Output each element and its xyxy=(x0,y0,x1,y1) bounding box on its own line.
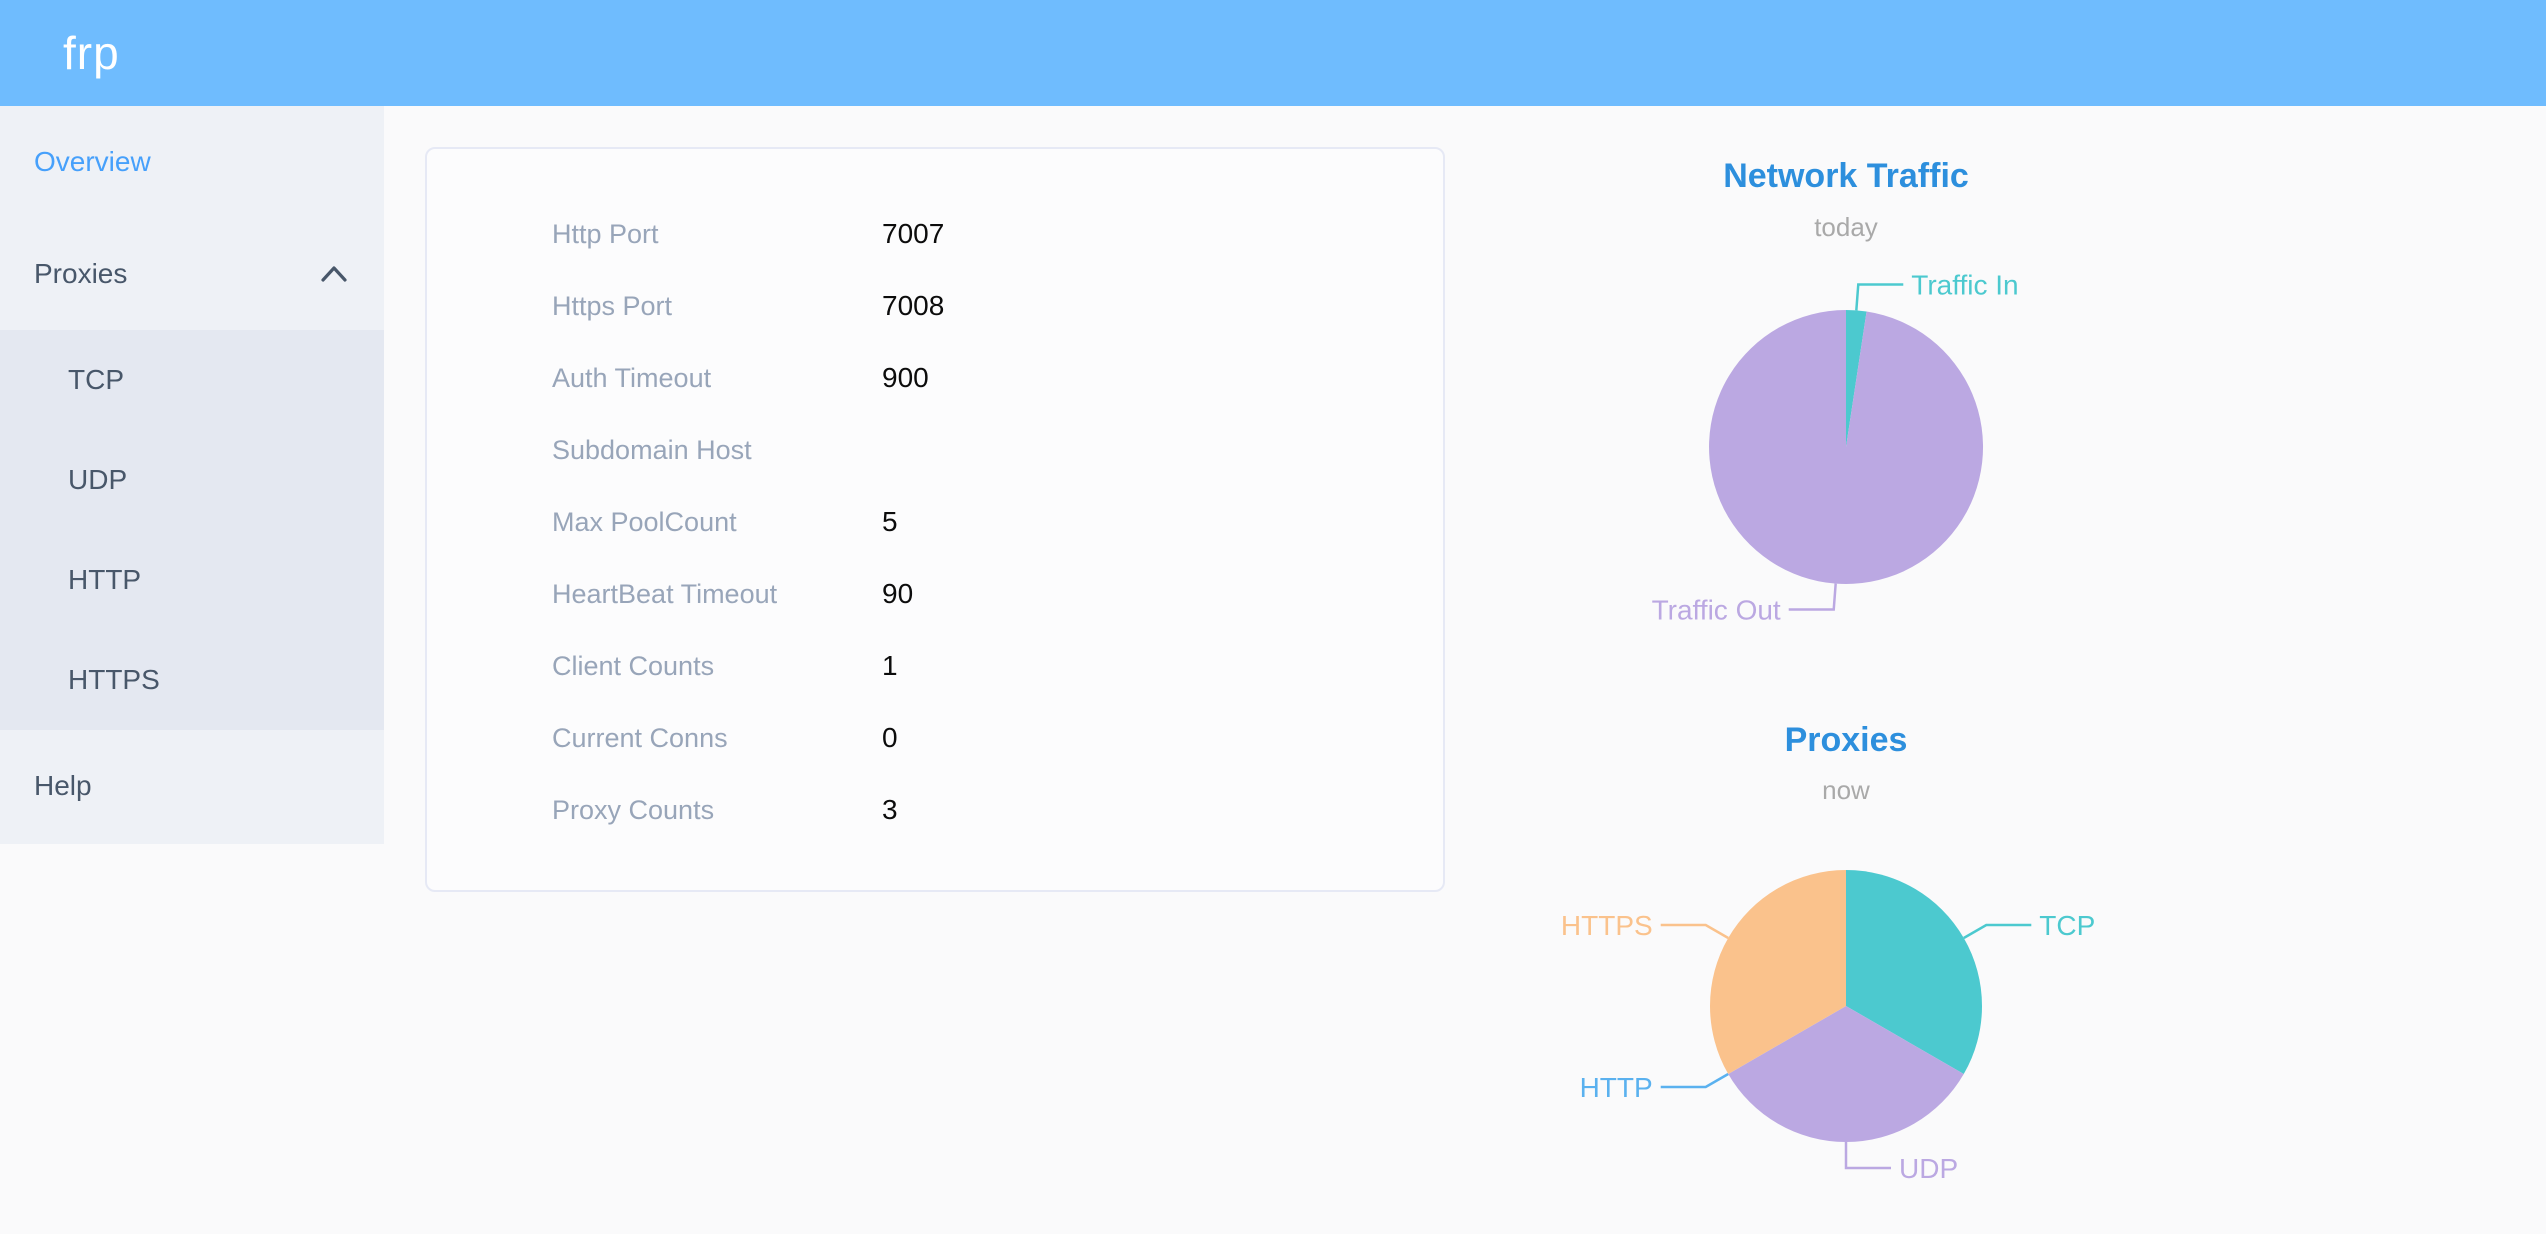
sidebar-item-tcp[interactable]: TCP xyxy=(0,330,384,430)
config-row: HeartBeat Timeout 90 xyxy=(427,558,1443,630)
config-row-value: 1 xyxy=(882,650,898,681)
pie-label-traffic-out: Traffic Out xyxy=(1652,595,1781,626)
config-row: Current Conns 0 xyxy=(427,702,1443,774)
pie-label-https: HTTPS xyxy=(1561,910,1653,941)
config-row-label: Max PoolCount xyxy=(552,506,737,537)
sidebar-item-help-label: Help xyxy=(34,770,92,801)
config-row-value: 7007 xyxy=(882,218,945,249)
pie-label-traffic-in: Traffic In xyxy=(1911,269,2018,300)
config-row-label: Https Port xyxy=(552,290,673,321)
sidebar-item-proxies[interactable]: Proxies xyxy=(0,218,384,330)
sidebar-item-http-label: HTTP xyxy=(68,564,142,595)
pie-label-tcp: TCP xyxy=(2039,910,2095,941)
config-row: Client Counts 1 xyxy=(427,630,1443,702)
network-traffic-chart-subtitle: today xyxy=(1814,212,1878,242)
pie-label-http: HTTP xyxy=(1580,1072,1653,1103)
config-row-label: Client Counts xyxy=(552,650,715,681)
app-logo: frp xyxy=(63,27,120,79)
pie-label-line-traffic-out xyxy=(1788,583,1837,611)
sidebar-item-tcp-label: TCP xyxy=(68,364,124,395)
sidebar-item-overview[interactable]: Overview xyxy=(0,106,384,218)
config-row: Https Port 7008 xyxy=(427,270,1443,342)
pie-slice-traffic-in[interactable] xyxy=(1846,310,1867,447)
sidebar-item-help[interactable]: Help xyxy=(0,730,384,842)
config-row-label: Current Conns xyxy=(552,722,728,753)
sidebar-item-udp-label: UDP xyxy=(68,464,128,495)
config-row-value: 90 xyxy=(882,578,914,609)
sidebar-item-udp[interactable]: UDP xyxy=(0,430,384,530)
pie-slice-tcp[interactable] xyxy=(1846,870,1983,1074)
config-row: Subdomain Host xyxy=(427,414,1443,486)
pie-label-line-https xyxy=(1660,923,1729,940)
pie-label-udp: UDP xyxy=(1899,1153,1958,1184)
pie-label-line-udp xyxy=(1844,1142,1891,1170)
sidebar: Overview Proxies TCP UDP HTTP HTTPS Help xyxy=(0,106,384,844)
proxies-chart-title: Proxies xyxy=(1784,721,1908,759)
pie-label-line-http xyxy=(1660,1072,1729,1089)
config-row-value: 7008 xyxy=(882,290,945,321)
sidebar-item-overview-label: Overview xyxy=(34,146,151,177)
sidebar-item-https-label: HTTPS xyxy=(68,664,160,695)
pie-slice-https[interactable] xyxy=(1709,870,1846,1074)
config-row-value: 5 xyxy=(882,506,898,537)
config-row: Proxy Counts 3 xyxy=(427,774,1443,846)
config-row-value: 900 xyxy=(882,362,929,393)
config-row: Auth Timeout 900 xyxy=(427,342,1443,414)
pie-label-line-tcp xyxy=(1963,923,2032,940)
config-row-label: Proxy Counts xyxy=(552,794,715,825)
proxies-submenu: TCP UDP HTTP HTTPS xyxy=(0,330,384,730)
config-row-label: Http Port xyxy=(552,218,659,249)
network-traffic-chart-title: Network Traffic xyxy=(1723,157,1969,195)
config-row-label: Auth Timeout xyxy=(552,362,712,393)
chevron-up-icon xyxy=(321,266,347,282)
config-row-label: HeartBeat Timeout xyxy=(552,578,778,609)
config-row-value: 3 xyxy=(882,794,898,825)
config-row: Max PoolCount 5 xyxy=(427,486,1443,558)
pie-slice-traffic-out[interactable] xyxy=(1709,310,1984,584)
sidebar-item-http[interactable]: HTTP xyxy=(0,530,384,630)
config-row-label: Subdomain Host xyxy=(552,434,752,465)
sidebar-item-proxies-label: Proxies xyxy=(34,258,128,289)
pie-slice-udp[interactable] xyxy=(1728,1006,1964,1143)
config-row: Http Port 7007 xyxy=(427,198,1443,270)
proxies-chart-subtitle: now xyxy=(1822,775,1870,805)
pie-label-line-traffic-in xyxy=(1855,283,1904,311)
config-row-value: 0 xyxy=(882,722,898,753)
server-config-card: Http Port 7007 Https Port 7008 Auth Timeout 9… xyxy=(425,147,1445,892)
network-traffic-pie-chart: Traffic In Traffic Out xyxy=(1652,269,2019,626)
app-header: frp xyxy=(0,0,2546,106)
sidebar-item-https[interactable]: HTTPS xyxy=(0,630,384,730)
proxies-pie-chart: TCP UDP HTTP HTTPS xyxy=(1561,870,2095,1184)
